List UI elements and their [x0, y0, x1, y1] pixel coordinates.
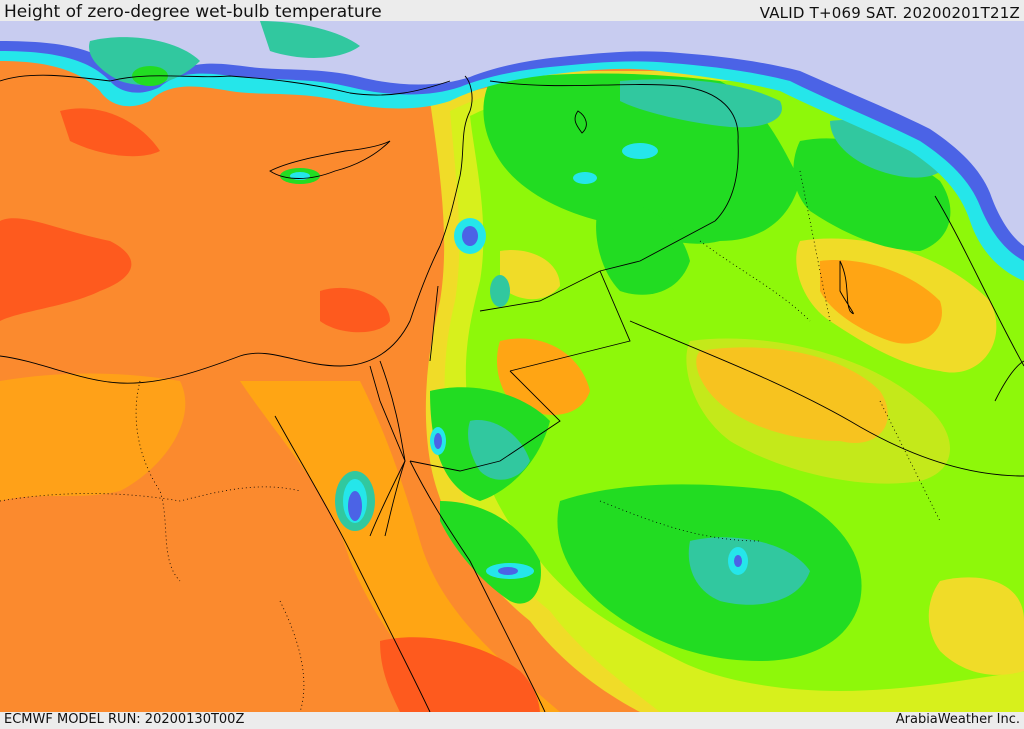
red-patch-sea: [320, 287, 390, 333]
cyan-cell-syria-2: [573, 172, 597, 184]
map-title: Height of zero-degree wet-bulb temperatu…: [4, 2, 382, 22]
dotted-line-3: [799, 170, 831, 322]
dead-sea-outline: [429, 285, 439, 362]
blue-cell-hejaz: [498, 567, 518, 575]
sinai-orange-band: [240, 381, 560, 712]
red-patch-aegean: [60, 108, 160, 157]
footer-bar: ECMWF MODEL RUN: 20200130T00Z ArabiaWeat…: [0, 712, 1024, 729]
blue-cell-sinai: [348, 491, 362, 521]
title-bar: Height of zero-degree wet-bulb temperatu…: [0, 0, 1024, 22]
province-lines: [0, 170, 941, 712]
model-run-label: ECMWF MODEL RUN: 20200130T00Z: [4, 712, 245, 727]
blue-cell-lebanon: [462, 226, 478, 246]
iraq-saudi-border: [629, 320, 1024, 477]
map-canvas: [0, 21, 1024, 712]
red-sea-west-coast: [274, 415, 431, 712]
red-sea-east-coast: [409, 460, 546, 712]
red-patch-sudan: [380, 637, 540, 712]
dotted-line-1: [135, 380, 181, 582]
red-patch-west: [0, 218, 132, 321]
dotted-line-6: [279, 600, 305, 712]
gulf-of-aqaba: [384, 460, 406, 537]
saudi-yellow-patch: [686, 338, 950, 484]
jordan-orange-patch: [497, 338, 590, 415]
cyprus-outline: [269, 140, 391, 179]
teal-blob-turkey-mid: [260, 21, 360, 58]
blue-cell-saudi: [734, 555, 742, 567]
teal-saudi: [688, 537, 810, 605]
egypt-israel-border: [369, 365, 406, 462]
turkey-syria-border: [489, 80, 739, 222]
kuwait-coast: [994, 360, 1024, 402]
weather-map: [0, 21, 1024, 712]
teal-iran-west: [830, 120, 950, 178]
lake-assad: [574, 110, 587, 134]
coastlines: [0, 74, 1024, 712]
country-borders: [369, 80, 1024, 477]
iraq-orange-patch: [820, 260, 942, 344]
gulf-yellow-patch: [928, 577, 1024, 675]
syria-yellow-patch: [500, 250, 560, 300]
dotted-line-7: [699, 240, 811, 322]
valid-time-label: VALID T+069 SAT. 20200201T21Z: [759, 4, 1020, 22]
jordan-iraq-border: [509, 270, 631, 372]
green-east-syria: [596, 200, 690, 295]
gulf-coast-iran: [934, 195, 1024, 367]
teal-cell-damascus: [490, 275, 510, 307]
teal-turkey-south: [620, 79, 782, 128]
turkey-coastline: [0, 74, 451, 96]
cyan-cell-syria: [622, 143, 658, 159]
mediterranean-coastline: [0, 75, 473, 384]
blue-cell-dead-sea: [434, 433, 442, 449]
dotted-line-2: [0, 486, 301, 502]
jordan-saudi-border: [409, 370, 561, 472]
cyan-rim-north: [0, 21, 1024, 281]
lake-tharthar: [839, 260, 854, 314]
credit-label: ArabiaWeather Inc.: [895, 712, 1020, 727]
libya-orange-band: [0, 373, 186, 501]
teal-blob-turkey-west: [89, 37, 200, 85]
